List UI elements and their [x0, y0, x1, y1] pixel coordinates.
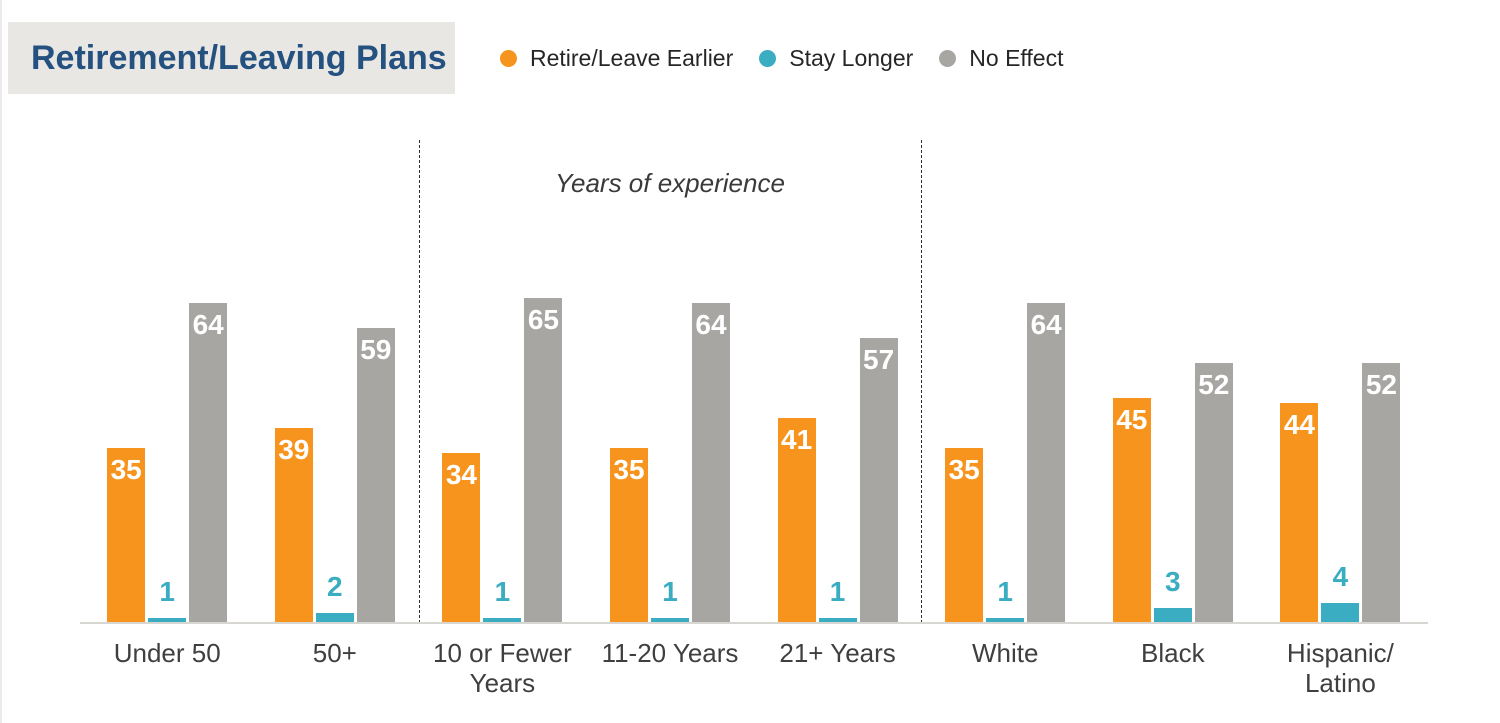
legend-dot-icon	[939, 49, 957, 67]
bar-value-label: 34	[445, 459, 477, 490]
x-axis-label: Hispanic/ Latino	[1286, 638, 1394, 698]
bar: 35	[945, 448, 984, 623]
x-axis-label: White	[971, 638, 1039, 668]
chart-legend: Retire/Leave Earlier Stay Longer No Effect	[500, 40, 1063, 76]
bar-value-label: 35	[948, 454, 980, 485]
bar: 64	[692, 303, 730, 623]
bar-value-label: 45	[1116, 404, 1148, 435]
bar-value-label: 64	[192, 309, 224, 340]
bar-value-label: 65	[527, 304, 559, 335]
bar: 57	[859, 338, 898, 623]
x-axis-label: 50+	[312, 638, 357, 668]
legend-item-no-effect: No Effect	[939, 45, 1063, 72]
chart-title-box: Retirement/Leaving Plans	[8, 22, 455, 94]
bar-value-label: 52	[1365, 369, 1397, 400]
bar-value-label: 1	[997, 576, 1013, 607]
bar-value-label: 3	[1165, 566, 1181, 597]
legend-label: Retire/Leave Earlier	[530, 44, 734, 71]
bar	[483, 618, 522, 623]
bar-value-label: 57	[863, 344, 895, 375]
bar: 59	[356, 328, 395, 623]
bar	[315, 613, 354, 623]
bar-value-label: 2	[327, 571, 343, 602]
bar: 44	[1280, 403, 1319, 623]
group-separator-line	[921, 140, 923, 623]
bar-value-label: 1	[159, 576, 175, 607]
bar-value-label: 44	[1283, 409, 1315, 440]
bar-value-label: 35	[613, 454, 645, 485]
x-axis-label: 10 or Fewer Years	[433, 638, 572, 698]
legend-dot-icon	[500, 49, 517, 67]
bar: 65	[524, 298, 563, 623]
bar-value-label: 4	[1332, 561, 1349, 592]
bar-value-label: 1	[494, 576, 511, 607]
group-separator-line	[418, 140, 420, 623]
bar: 64	[1027, 303, 1066, 623]
x-axis-label: 11-20 Years	[601, 638, 739, 668]
bar-value-label: 39	[278, 434, 310, 465]
bar: 34	[442, 453, 481, 623]
bar: 41	[777, 418, 816, 623]
bar: 52	[1362, 363, 1401, 623]
bar: 35	[610, 448, 648, 623]
chart-title: Retirement/Leaving Plans	[31, 39, 447, 77]
bar-value-label: 64	[1030, 309, 1062, 340]
bar	[651, 618, 689, 623]
bar: 45	[1112, 398, 1151, 623]
bar-value-label: 1	[662, 576, 678, 607]
bar-value-label: 1	[829, 576, 846, 607]
bar-value-label: 52	[1198, 369, 1230, 400]
bar: 52	[1194, 363, 1233, 623]
bar-value-label: 59	[360, 334, 392, 365]
bar: 64	[189, 303, 228, 623]
bar-value-label: 64	[695, 309, 727, 340]
bar	[1321, 603, 1360, 623]
x-axis-label: 21+ Years	[779, 638, 896, 668]
bar	[148, 618, 187, 623]
section-label-years-of-experience: Years of experience	[555, 168, 785, 198]
x-axis-label: Black	[1141, 638, 1205, 668]
bar-value-label: 35	[110, 454, 142, 485]
legend-item-stay-longer: Stay Longer	[759, 45, 913, 72]
x-axis-label: Under 50	[113, 638, 221, 668]
bar: 35	[107, 448, 146, 623]
legend-dot-icon	[759, 49, 777, 67]
x-axis-line	[80, 622, 1428, 624]
legend-item-retire-leave-earlier: Retire/Leave Earlier	[500, 45, 733, 72]
bar	[818, 618, 857, 623]
page-left-edge-line	[0, 0, 2, 723]
bar-value-label: 41	[781, 424, 813, 455]
legend-label: Stay Longer	[789, 44, 914, 71]
legend-label: No Effect	[969, 44, 1064, 71]
bar	[986, 618, 1025, 623]
bar	[1153, 608, 1192, 623]
bar: 39	[274, 428, 313, 623]
